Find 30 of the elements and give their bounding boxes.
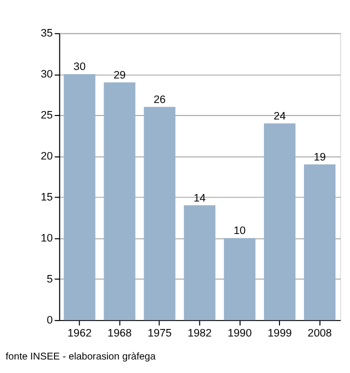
bar [224,238,256,320]
bar [104,82,136,320]
bar [264,123,296,320]
bar [144,106,176,320]
x-tick-label: 1968 [108,327,132,340]
x-tick-label: 1982 [188,327,212,340]
data-label: 14 [194,192,206,204]
x-tick-label: 2008 [308,327,332,340]
y-tick-label: 5 [46,274,53,286]
x-tick-label: 1975 [148,327,172,340]
data-label: 29 [114,69,126,82]
x-tick-label: 1962 [68,327,92,340]
y-tick-label: 0 [46,314,53,327]
data-label: 24 [274,110,286,122]
data-label: 26 [154,94,166,106]
y-tick-label: 30 [40,68,53,81]
data-label: 19 [314,151,326,164]
y-tick-label: 15 [40,192,53,204]
data-label: 10 [234,225,246,238]
source-note: fonte INSEE - elaborasion gràfega [6,352,156,362]
bar [304,164,336,320]
x-tick-label: 1999 [268,327,292,340]
y-tick-label: 10 [40,232,53,245]
y-tick-label: 35 [40,28,53,40]
bar [184,205,216,320]
x-tick-label: 1990 [228,327,252,340]
y-tick-label: 20 [40,150,53,163]
data-label: 30 [74,61,86,74]
bar [64,74,96,320]
y-tick-label: 25 [40,110,53,122]
